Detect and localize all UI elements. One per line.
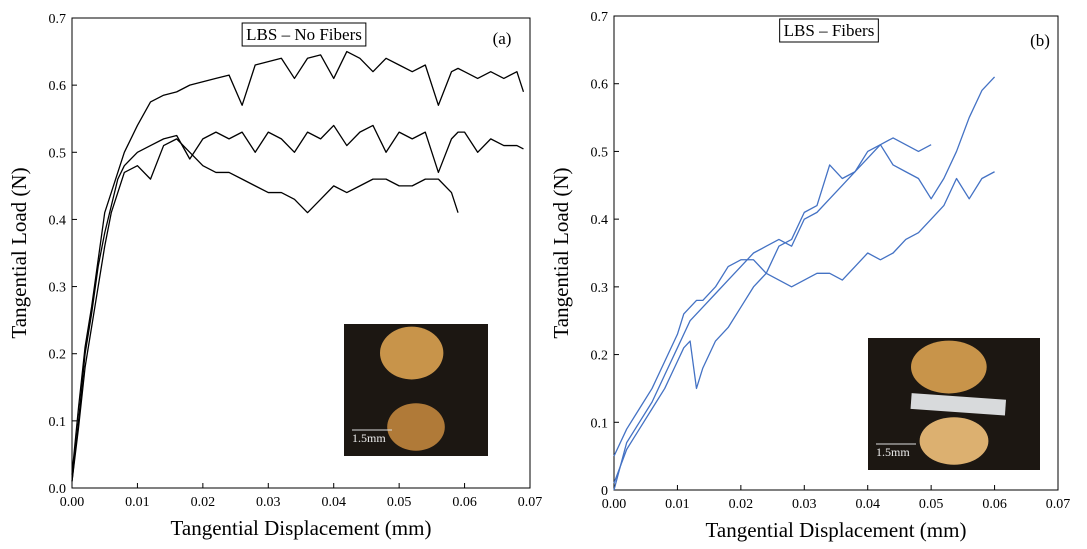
y-tick-label: 0.3 [49,281,67,296]
x-axis-title: Tangential Displacement (mm) [706,518,967,542]
inset-grain [387,403,445,451]
y-tick-label: 0.2 [49,348,67,363]
inset-grain [380,326,444,380]
plot-frame [71,17,531,489]
x-tick-label: 0.02 [729,497,754,512]
y-tick-label: 0.7 [49,12,67,27]
y-tick-label: 0.5 [49,146,67,161]
x-tick-label: 0.05 [919,497,944,512]
x-tick-label: 0.06 [982,497,1007,512]
x-axis-title: Tangential Displacement (mm) [171,516,432,540]
data-line [613,76,996,491]
y-tick-label: 0.1 [49,415,67,430]
inset-label: 1.5mm [876,445,910,459]
y-tick-label: 0.6 [49,79,67,94]
data-line [613,171,995,484]
y-tick-label: 0.1 [591,416,609,431]
x-tick-label: 0.03 [792,497,817,512]
x-tick-label: 0.07 [1046,497,1071,512]
y-tick-label: 0.5 [591,145,609,160]
x-tick-label: 0.05 [387,495,412,510]
data-line [71,124,524,482]
x-tick-label: 0.07 [518,495,543,510]
y-tick-label: 0 [601,484,608,499]
y-axis-title: Tangential Load (N) [7,167,31,338]
x-tick-label: 0.01 [665,497,690,512]
title-box [779,18,879,43]
y-tick-label: 0.4 [591,213,609,228]
plot-frame [613,15,1059,491]
x-tick-label: 0.01 [125,495,150,510]
y-tick-label: 0.7 [591,10,609,25]
data-line [71,138,459,482]
inset-label: 1.5mm [352,431,386,445]
x-tick-label: 0.00 [60,495,85,510]
x-tick-label: 0.02 [191,495,216,510]
x-tick-label: 0.03 [256,495,281,510]
chart-title: LBS – No Fibers [246,25,362,44]
panel-label: (b) [1030,31,1050,50]
x-tick-label: 0.04 [321,495,346,510]
inset-grain [911,340,987,394]
chart-title: LBS – Fibers [784,21,875,40]
title-box [241,22,367,47]
y-tick-label: 0.0 [49,482,67,497]
panel-label: (a) [493,29,512,48]
y-axis-title: Tangential Load (N) [549,167,573,338]
x-tick-label: 0.06 [452,495,477,510]
inset-fiber [910,393,1007,416]
data-line [613,137,932,457]
y-tick-label: 0.3 [591,281,609,296]
y-tick-label: 0.4 [49,213,67,228]
x-tick-label: 0.04 [855,497,880,512]
data-line [71,50,525,475]
inset-grain [919,417,989,465]
x-tick-label: 0.00 [602,497,627,512]
y-tick-label: 0.6 [591,78,609,93]
y-tick-label: 0.2 [591,349,609,364]
